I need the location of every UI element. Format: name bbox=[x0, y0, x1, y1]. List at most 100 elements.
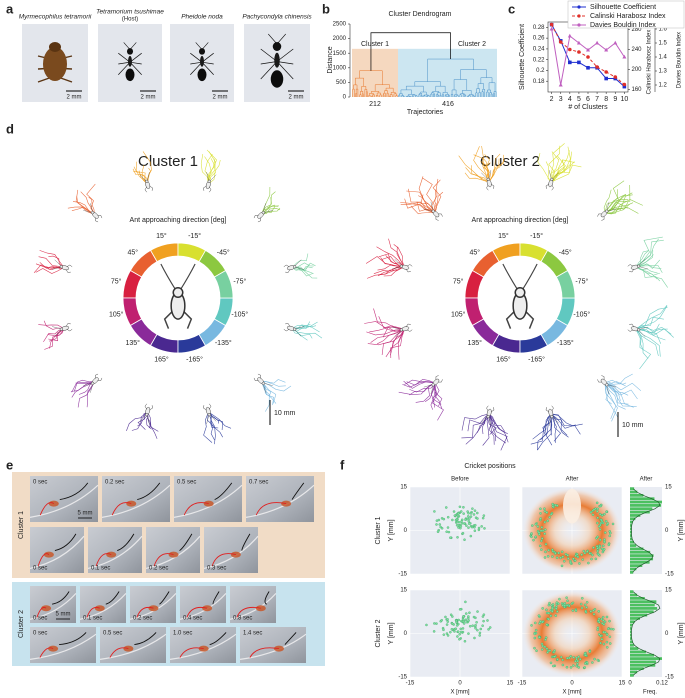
cricket-position bbox=[543, 532, 546, 535]
trajectory bbox=[431, 382, 436, 408]
y-tick-label: 240 bbox=[632, 47, 643, 53]
histogram-bar bbox=[630, 647, 639, 650]
cricket-position bbox=[574, 554, 578, 558]
species-name: Myrmecophilus tetramorii bbox=[19, 14, 92, 21]
trajectory bbox=[398, 382, 436, 396]
cricket-position bbox=[538, 622, 541, 625]
dendrogram-branch bbox=[451, 89, 457, 95]
dendrogram-branch bbox=[489, 92, 492, 96]
ant-track bbox=[209, 632, 227, 646]
trajectory bbox=[291, 328, 308, 341]
cricket-position bbox=[476, 610, 479, 613]
cricket-position bbox=[551, 610, 554, 613]
cluster-label: Cluster 2 bbox=[458, 41, 486, 48]
trajectory bbox=[397, 328, 405, 360]
scale-label: 2 mm bbox=[213, 95, 228, 101]
ant-track bbox=[284, 632, 297, 645]
cricket-antenna bbox=[209, 414, 217, 422]
y-tick-label: 0.22 bbox=[533, 57, 545, 63]
cricket-icon bbox=[203, 403, 217, 424]
dendrogram-branch bbox=[486, 91, 489, 94]
histogram-bar bbox=[630, 514, 641, 517]
y-tick-label: 1500 bbox=[333, 51, 347, 57]
leg bbox=[129, 61, 142, 65]
cricket-track bbox=[179, 647, 204, 658]
cricket-head bbox=[514, 286, 526, 299]
arena-edge bbox=[29, 535, 85, 569]
cricket-position bbox=[572, 664, 575, 667]
cricket-position bbox=[445, 530, 448, 533]
cricket-position bbox=[473, 526, 476, 529]
dendrogram-branch bbox=[444, 95, 447, 96]
cricket-icon bbox=[423, 375, 443, 395]
cricket-position bbox=[551, 603, 555, 606]
histogram-bar bbox=[630, 637, 632, 640]
cricket-icon bbox=[203, 172, 217, 193]
histogram-bar bbox=[630, 537, 633, 541]
y-tick-label: 1.3 bbox=[659, 69, 668, 75]
trajectory bbox=[635, 316, 664, 330]
column-title: After bbox=[640, 477, 653, 483]
cricket-antenna bbox=[295, 326, 304, 330]
trajectory bbox=[635, 328, 666, 341]
trajectory bbox=[376, 246, 405, 268]
cricket-head bbox=[207, 413, 211, 417]
cricket-position bbox=[481, 624, 484, 627]
cricket-position bbox=[455, 517, 459, 521]
cricket-antenna bbox=[394, 330, 402, 337]
cricket-position bbox=[561, 604, 565, 607]
cricket-position bbox=[605, 633, 609, 636]
cricket-position bbox=[595, 501, 599, 505]
cricket-position bbox=[459, 510, 463, 513]
trajectory bbox=[208, 411, 223, 438]
time-label: 0.7 sec bbox=[249, 480, 268, 486]
y-tick-label: -15 bbox=[398, 675, 407, 681]
cricket-position bbox=[462, 506, 465, 509]
cricket-head bbox=[172, 286, 184, 299]
y-tick-label: 2500 bbox=[333, 22, 347, 28]
trajectory bbox=[203, 411, 213, 443]
cricket-position bbox=[560, 550, 564, 554]
trajectory bbox=[484, 154, 491, 183]
dendrogram-branch bbox=[362, 93, 364, 95]
cricket-position bbox=[578, 657, 582, 661]
cricket-head bbox=[261, 381, 265, 385]
cricket-position bbox=[461, 627, 465, 630]
trajectory bbox=[542, 413, 552, 435]
y-tick-label: 1.6 bbox=[659, 27, 668, 33]
dendrogram-branch bbox=[493, 93, 495, 96]
ant-track bbox=[179, 533, 193, 551]
cricket-position bbox=[601, 615, 605, 619]
cricket-position bbox=[589, 510, 593, 514]
marker bbox=[613, 40, 618, 45]
cricket-position bbox=[473, 636, 476, 640]
x-tick-label: 15 bbox=[619, 681, 626, 687]
histogram-bar bbox=[630, 524, 632, 527]
cricket-position bbox=[539, 620, 542, 623]
trajectory bbox=[367, 328, 405, 346]
y-tick-label: 160 bbox=[632, 87, 643, 93]
cricket-position bbox=[468, 517, 471, 520]
trajectory bbox=[604, 382, 642, 392]
cricket-antenna bbox=[521, 263, 538, 291]
column-title: After bbox=[566, 477, 579, 483]
ant-track bbox=[52, 591, 70, 605]
cricket-head bbox=[399, 264, 404, 268]
x-tick-label: 4 bbox=[568, 96, 572, 103]
cricket-head bbox=[550, 414, 554, 419]
histogram-bar bbox=[630, 547, 644, 551]
ant-gaster bbox=[270, 70, 284, 88]
trajectory bbox=[261, 208, 281, 215]
cricket-antenna bbox=[209, 174, 217, 182]
dendrogram-branch bbox=[445, 94, 450, 96]
trajectory bbox=[409, 382, 436, 396]
cricket-position bbox=[454, 627, 458, 631]
trajectory bbox=[377, 328, 405, 345]
trajectory bbox=[204, 156, 212, 185]
cricket-track bbox=[37, 553, 50, 567]
cricket-icon bbox=[597, 375, 617, 395]
legend-box bbox=[567, 0, 685, 29]
cricket-position bbox=[596, 552, 600, 556]
cricket-position bbox=[478, 634, 481, 637]
direction-label: 135° bbox=[126, 339, 141, 347]
